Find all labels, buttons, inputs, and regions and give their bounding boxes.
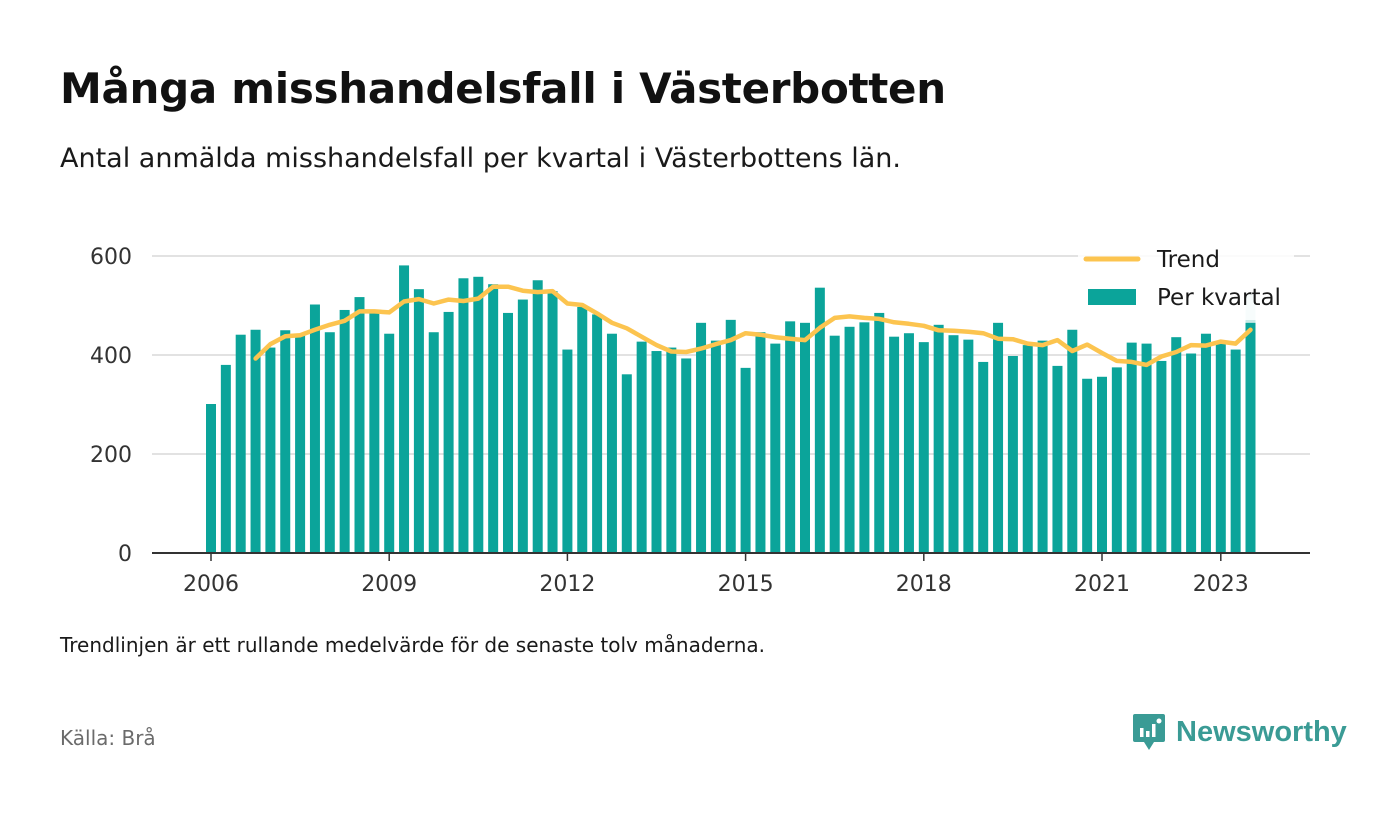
bar <box>948 335 959 553</box>
bar <box>800 322 810 553</box>
newsworthy-logo-icon <box>1133 714 1165 750</box>
bar-series <box>206 265 1256 553</box>
bar <box>785 321 796 553</box>
bar-line-chart: 0 200 400 600 2006 2009 2012 2015 2018 2021 2023 T… <box>90 240 1310 597</box>
bar <box>829 335 840 553</box>
bar <box>562 349 573 553</box>
x-tick-label: 2009 <box>361 572 417 597</box>
bar <box>1171 337 1182 553</box>
x-tick-label: 2006 <box>183 572 239 597</box>
bar <box>399 265 410 553</box>
bar <box>770 343 781 553</box>
bar <box>1082 378 1093 553</box>
bar <box>547 291 558 553</box>
bar <box>220 364 231 553</box>
bar <box>710 340 721 553</box>
bar <box>903 333 914 553</box>
bar <box>532 280 543 553</box>
chart-title: Många misshandelsfall i Västerbotten <box>60 64 946 113</box>
bar <box>1141 343 1152 553</box>
y-tick-label: 400 <box>90 344 132 369</box>
bar <box>592 314 603 553</box>
bar <box>978 361 989 553</box>
chart-subtitle: Antal anmälda misshandelsfall per kvarta… <box>60 143 901 174</box>
bar <box>725 319 736 553</box>
x-tick-label: 2021 <box>1074 572 1130 597</box>
bar <box>324 332 335 553</box>
bar <box>473 276 484 553</box>
legend-bar-label: Per kvartal <box>1157 285 1281 311</box>
y-tick-label: 600 <box>90 245 132 270</box>
bar <box>889 336 900 553</box>
bar <box>621 374 632 553</box>
bar <box>517 299 528 553</box>
bar <box>1200 333 1211 553</box>
bar <box>1097 376 1107 553</box>
bar <box>606 333 617 553</box>
bar <box>458 278 469 553</box>
bar <box>859 322 870 553</box>
bar <box>413 289 424 553</box>
bar <box>874 312 885 553</box>
bar <box>696 322 707 553</box>
bar <box>1126 342 1137 553</box>
bar <box>280 330 291 553</box>
bar <box>814 287 825 553</box>
newsworthy-logo[interactable]: Newsworthy <box>1132 712 1347 752</box>
trend-note: Trendlinjen är ett rullande medelvärde f… <box>60 633 766 657</box>
x-tick-label: 2023 <box>1193 572 1249 597</box>
bar <box>488 284 499 553</box>
bar <box>755 332 766 553</box>
bar <box>1215 343 1226 553</box>
x-tick-label: 2012 <box>539 572 595 597</box>
y-tick-label: 0 <box>118 542 132 567</box>
trend-line <box>253 284 1253 368</box>
bar <box>651 351 662 553</box>
legend-trend-label: Trend <box>1156 247 1220 273</box>
bar <box>339 309 350 553</box>
bar <box>1156 360 1167 553</box>
bar <box>206 404 216 553</box>
bar <box>963 339 974 553</box>
legend-bar-swatch <box>1088 289 1136 305</box>
bar <box>844 326 855 553</box>
bar <box>235 334 246 553</box>
bar <box>295 333 306 553</box>
bar <box>933 324 944 553</box>
bar <box>1111 367 1122 553</box>
trend-series <box>253 284 1253 368</box>
y-tick-label: 200 <box>90 443 132 468</box>
bar <box>1186 353 1197 553</box>
bar <box>1022 345 1033 553</box>
bar <box>636 341 647 553</box>
legend-background <box>1078 240 1294 320</box>
source-label: Källa: Brå <box>60 726 156 750</box>
legend: Trend Per kvartal <box>1078 240 1294 320</box>
x-tick-label: 2018 <box>896 572 952 597</box>
bar <box>577 306 588 553</box>
bar <box>1230 349 1241 553</box>
bar <box>681 358 692 553</box>
bar <box>666 347 677 553</box>
bar <box>309 304 320 553</box>
bar <box>993 322 1004 553</box>
bar <box>443 311 454 553</box>
bar <box>1067 329 1078 553</box>
x-tick-label: 2015 <box>718 572 774 597</box>
bar <box>1245 322 1256 553</box>
bar <box>1052 365 1063 553</box>
bar <box>1037 340 1048 553</box>
bar <box>740 367 751 553</box>
axes: 0 200 400 600 2006 2009 2012 2015 2018 2021 2023 <box>90 245 1310 597</box>
bar <box>918 342 929 553</box>
logo-text: Newsworthy <box>1176 715 1347 748</box>
bar <box>503 312 513 553</box>
bar <box>369 311 380 553</box>
bar <box>250 329 261 553</box>
bar <box>1007 355 1018 553</box>
bar <box>428 332 439 553</box>
bar <box>265 347 276 553</box>
bar <box>354 297 365 553</box>
bar <box>384 333 395 553</box>
